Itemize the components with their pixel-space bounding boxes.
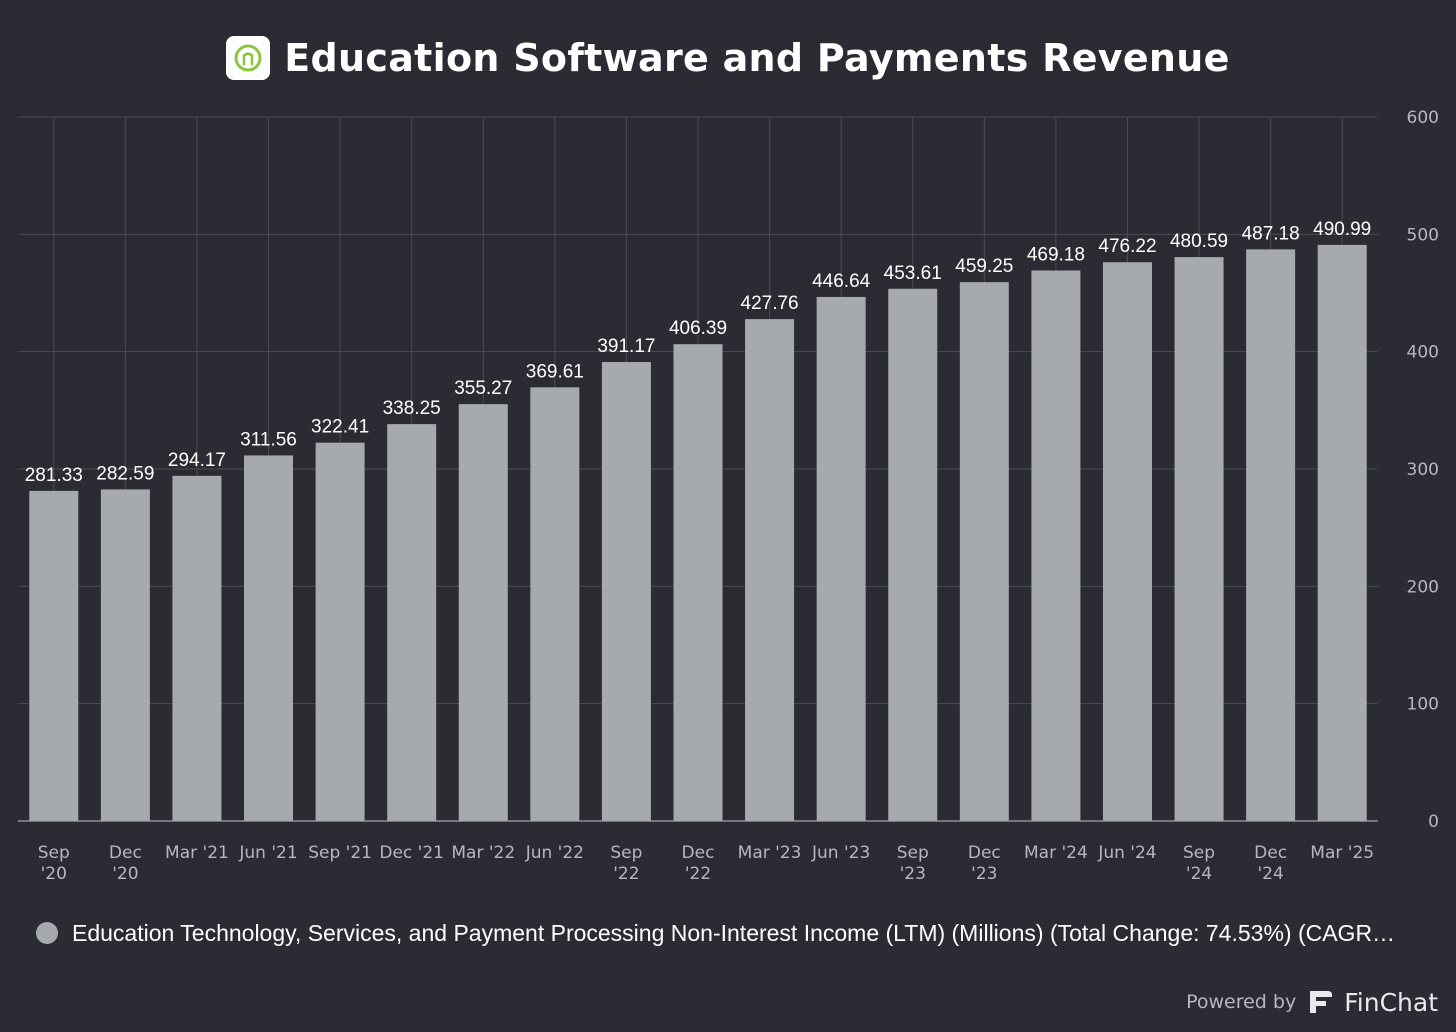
x-tick-label: Jun '23 xyxy=(811,843,870,863)
bar-value-label: 487.18 xyxy=(1242,223,1300,244)
x-tick-label: Mar '23 xyxy=(738,843,802,863)
bar-value-label: 294.17 xyxy=(168,450,226,471)
bar[interactable] xyxy=(244,455,294,821)
bar-value-label: 459.25 xyxy=(955,256,1013,277)
x-tick-label: Jun '24 xyxy=(1097,843,1156,863)
bar[interactable] xyxy=(673,344,723,821)
bar-value-labels: 281.33 282.59 294.17 311.56 322.41 338.25 355.… xyxy=(25,219,1372,486)
bar[interactable] xyxy=(100,489,150,821)
bar[interactable] xyxy=(601,362,651,821)
bar-chart: 281.33 282.59 294.17 311.56 322.41 338.25 355.… xyxy=(18,108,1439,884)
bar[interactable] xyxy=(1102,262,1152,821)
x-tick-label: Sep '24 xyxy=(1183,843,1215,884)
bar[interactable] xyxy=(315,442,365,821)
bar-value-label: 281.33 xyxy=(25,465,83,486)
bar[interactable] xyxy=(1174,257,1224,821)
powered-by-text: Powered by xyxy=(1186,991,1297,1013)
x-axis-tick-labels: Sep '20 Dec '20 Mar '21 Jun '21 Sep '21 Dec '21… xyxy=(38,843,1374,884)
x-tick-label: Sep '23 xyxy=(897,843,929,884)
bar-value-label: 476.22 xyxy=(1098,236,1156,257)
bar[interactable] xyxy=(1246,249,1296,821)
bar-value-label: 338.25 xyxy=(383,398,441,419)
finchat-f-logo-icon xyxy=(1306,988,1334,1016)
bar-value-label: 355.27 xyxy=(454,378,512,399)
bar[interactable] xyxy=(888,288,938,821)
x-tick-label: Mar '21 xyxy=(165,843,229,863)
x-tick-label: Mar '24 xyxy=(1024,843,1088,863)
bar[interactable] xyxy=(959,282,1009,821)
y-axis-tick-labels: 0 100 200 300 400 500 600 xyxy=(1407,108,1439,832)
chart-title: Education Software and Payments Revenue xyxy=(284,36,1230,80)
x-tick-label: Dec '21 xyxy=(379,843,444,863)
company-logo xyxy=(226,36,271,80)
y-tick-label: 200 xyxy=(1407,577,1439,597)
bar-value-label: 391.17 xyxy=(597,336,655,357)
x-tick-label: Sep '20 xyxy=(38,843,70,884)
y-tick-label: 600 xyxy=(1407,108,1439,128)
bar-value-label: 282.59 xyxy=(96,463,154,484)
x-tick-label: Dec '22 xyxy=(682,843,715,884)
y-tick-label: 100 xyxy=(1407,695,1439,715)
bar-value-label: 480.59 xyxy=(1170,231,1228,252)
chart-legend[interactable]: Education Technology, Services, and Paym… xyxy=(36,916,1395,950)
x-tick-label: Dec '23 xyxy=(968,843,1001,884)
x-tick-label: Jun '22 xyxy=(525,843,584,863)
x-tick-label: Dec '20 xyxy=(109,843,142,884)
bar-value-label: 406.39 xyxy=(669,318,727,339)
bar[interactable] xyxy=(1031,270,1081,821)
bar[interactable] xyxy=(29,490,79,821)
x-tick-label: Jun '21 xyxy=(238,843,297,863)
bar-value-label: 311.56 xyxy=(240,429,297,450)
x-tick-label: Sep '22 xyxy=(610,843,642,884)
y-tick-label: 500 xyxy=(1407,225,1439,245)
x-tick-label: Dec '24 xyxy=(1254,843,1287,884)
x-tick-label: Mar '25 xyxy=(1310,843,1374,863)
bar[interactable] xyxy=(1317,244,1367,822)
bar[interactable] xyxy=(530,387,580,821)
legend-series-label: Education Technology, Services, and Paym… xyxy=(72,919,1396,946)
bars xyxy=(29,244,1367,822)
finchat-brand-name: FinChat xyxy=(1344,987,1438,1017)
x-tick-label: Sep '21 xyxy=(308,843,372,863)
bar-value-label: 369.61 xyxy=(526,361,584,382)
bar-value-label: 453.61 xyxy=(884,263,942,284)
y-tick-label: 400 xyxy=(1407,343,1439,363)
nelnet-circle-logo-icon xyxy=(234,44,262,72)
bar[interactable] xyxy=(172,475,222,821)
bar[interactable] xyxy=(458,404,508,821)
bar-value-label: 490.99 xyxy=(1313,219,1371,240)
legend-series-dot xyxy=(36,922,58,944)
y-tick-label: 300 xyxy=(1407,460,1439,480)
bar-value-label: 469.18 xyxy=(1027,244,1085,265)
y-tick-label: 0 xyxy=(1428,812,1439,832)
bar[interactable] xyxy=(816,296,866,822)
bar[interactable] xyxy=(387,424,437,821)
chart-header: Education Software and Payments Revenue xyxy=(0,30,1456,86)
bar[interactable] xyxy=(745,319,795,821)
bar-value-label: 446.64 xyxy=(812,271,871,292)
powered-by-footer[interactable]: Powered by FinChat xyxy=(1186,984,1438,1020)
x-tick-label: Mar '22 xyxy=(451,843,515,863)
bar-value-label: 427.76 xyxy=(741,293,799,314)
bar-value-label: 322.41 xyxy=(311,417,369,438)
